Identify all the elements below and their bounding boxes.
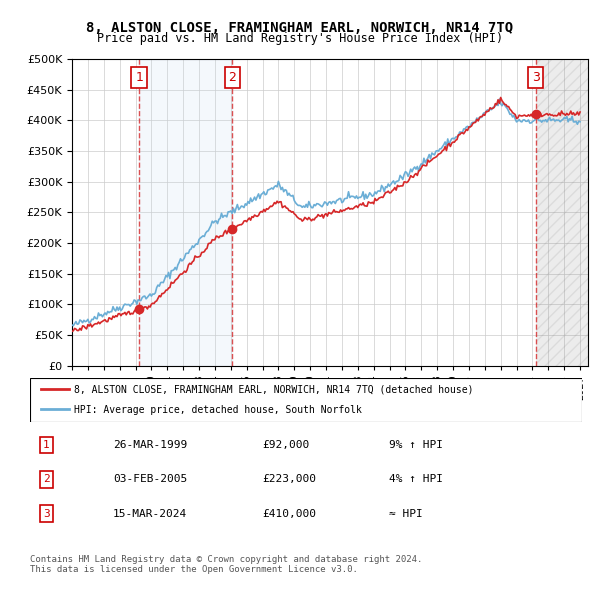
FancyBboxPatch shape [30,378,582,422]
Text: £223,000: £223,000 [262,474,316,484]
Text: 4% ↑ HPI: 4% ↑ HPI [389,474,443,484]
Text: 26-MAR-1999: 26-MAR-1999 [113,440,187,450]
Text: 2: 2 [228,71,236,84]
Text: Price paid vs. HM Land Registry's House Price Index (HPI): Price paid vs. HM Land Registry's House … [97,32,503,45]
Text: 9% ↑ HPI: 9% ↑ HPI [389,440,443,450]
Text: 2: 2 [43,474,50,484]
Bar [139,59,232,366]
Text: £92,000: £92,000 [262,440,309,450]
Text: 3: 3 [43,509,50,519]
Text: 15-MAR-2024: 15-MAR-2024 [113,509,187,519]
Text: 1: 1 [43,440,50,450]
Text: 03-FEB-2005: 03-FEB-2005 [113,474,187,484]
Text: 3: 3 [532,71,540,84]
Text: ≈ HPI: ≈ HPI [389,509,422,519]
Text: Contains HM Land Registry data © Crown copyright and database right 2024.
This d: Contains HM Land Registry data © Crown c… [30,555,422,574]
Text: 1: 1 [135,71,143,84]
Bar [536,59,588,366]
Text: HPI: Average price, detached house, South Norfolk: HPI: Average price, detached house, Sout… [74,405,362,415]
Text: 8, ALSTON CLOSE, FRAMINGHAM EARL, NORWICH, NR14 7TQ (detached house): 8, ALSTON CLOSE, FRAMINGHAM EARL, NORWIC… [74,385,473,395]
Text: 8, ALSTON CLOSE, FRAMINGHAM EARL, NORWICH, NR14 7TQ: 8, ALSTON CLOSE, FRAMINGHAM EARL, NORWIC… [86,21,514,35]
Text: £410,000: £410,000 [262,509,316,519]
